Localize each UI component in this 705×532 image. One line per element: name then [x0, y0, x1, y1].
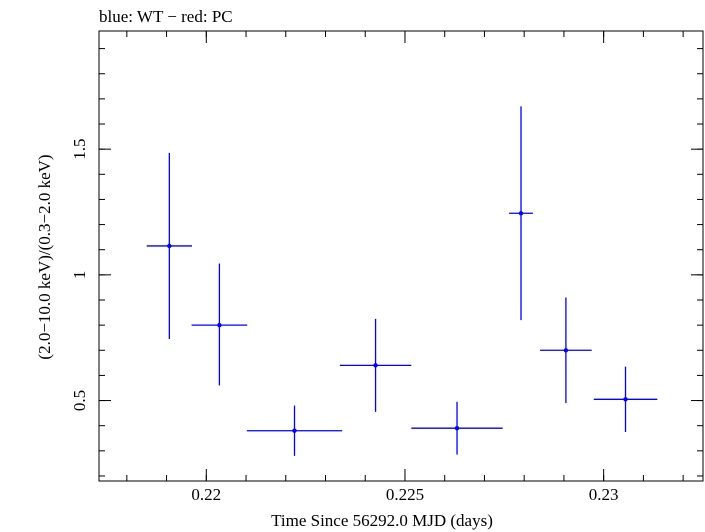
plot-frame: [98, 30, 704, 482]
data-point: [292, 428, 297, 433]
x-tick-label: 0.22: [191, 485, 221, 504]
data-point: [454, 426, 460, 431]
chart-title: blue: WT − red: PC: [99, 7, 233, 26]
axis-ticks: [99, 31, 703, 481]
data-point-group: [540, 297, 592, 404]
data-point: [623, 397, 628, 402]
data-point: [167, 243, 172, 249]
data-point-group: [593, 366, 658, 432]
x-tick-label: 0.225: [386, 485, 424, 504]
y-tick-label: 1: [70, 271, 89, 280]
data-point: [217, 322, 222, 328]
x-tick-label: 0.23: [589, 485, 619, 504]
y-tick-label: 0.5: [70, 390, 89, 411]
data-point-group: [146, 152, 192, 339]
data-point-group: [246, 405, 343, 456]
y-axis-label: (2.0−10.0 keV)/(0.3−2.0 keV): [35, 154, 54, 359]
data-point-group: [509, 106, 533, 321]
y-tick-label: 1.5: [70, 139, 89, 160]
data-point-group: [411, 401, 503, 455]
data-point: [518, 211, 524, 216]
axis-tick-labels: 0.22 0.225 0.23 0.5 1 1.5: [70, 139, 619, 504]
x-axis-label: Time Since 56292.0 MJD (days): [271, 511, 493, 530]
data-point: [563, 348, 569, 353]
data-point-group: [339, 318, 412, 412]
data-points: [146, 106, 658, 456]
data-point: [373, 363, 378, 368]
data-point-group: [191, 263, 248, 386]
